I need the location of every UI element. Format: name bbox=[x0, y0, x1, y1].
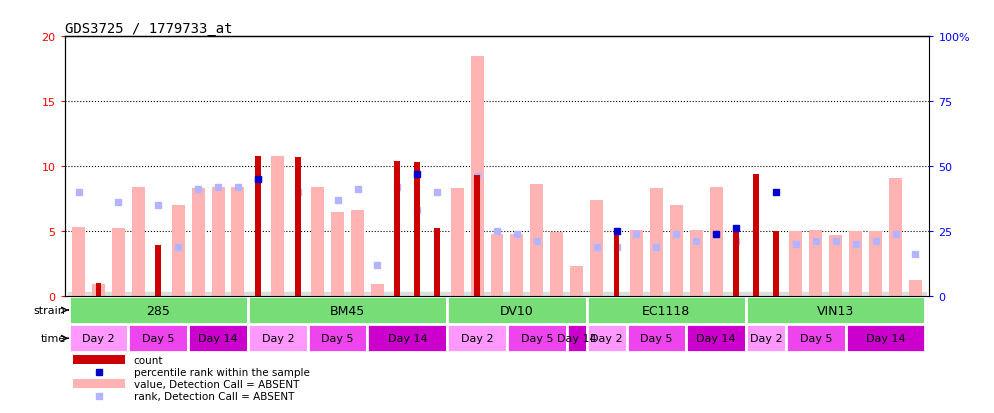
Bar bbox=[590, 200, 603, 296]
Bar bbox=[889, 178, 902, 296]
Bar bbox=[69, 324, 128, 353]
Text: Day 2: Day 2 bbox=[83, 333, 114, 344]
Bar bbox=[670, 206, 683, 296]
Bar bbox=[567, 324, 586, 353]
Bar bbox=[255, 157, 260, 296]
Bar bbox=[626, 324, 686, 353]
Bar bbox=[909, 281, 921, 296]
Bar bbox=[172, 206, 185, 296]
Bar bbox=[112, 229, 125, 296]
Text: Day 2: Day 2 bbox=[261, 333, 294, 344]
Bar bbox=[507, 324, 567, 353]
Text: Day 2: Day 2 bbox=[590, 333, 623, 344]
Text: Day 14: Day 14 bbox=[388, 333, 427, 344]
Bar bbox=[248, 296, 447, 324]
Bar bbox=[571, 266, 583, 296]
Bar bbox=[132, 188, 145, 296]
Bar bbox=[753, 174, 759, 296]
Bar bbox=[232, 188, 245, 296]
Bar bbox=[155, 246, 161, 296]
Text: strain: strain bbox=[34, 305, 66, 315]
Bar bbox=[829, 235, 842, 296]
Text: EC1118: EC1118 bbox=[642, 304, 691, 317]
Bar bbox=[786, 324, 846, 353]
Text: Day 14: Day 14 bbox=[866, 333, 906, 344]
Bar bbox=[474, 176, 480, 296]
Bar bbox=[95, 283, 101, 296]
Bar bbox=[434, 229, 440, 296]
Text: value, Detection Call = ABSENT: value, Detection Call = ABSENT bbox=[134, 379, 299, 389]
Bar bbox=[490, 234, 504, 296]
Bar bbox=[371, 285, 384, 296]
Bar bbox=[630, 230, 643, 296]
Bar bbox=[368, 324, 447, 353]
Bar bbox=[734, 230, 739, 296]
Text: 285: 285 bbox=[146, 304, 170, 317]
Text: Day 5: Day 5 bbox=[640, 333, 673, 344]
Text: count: count bbox=[134, 355, 163, 365]
Bar bbox=[308, 324, 368, 353]
Text: BM45: BM45 bbox=[330, 304, 365, 317]
Bar bbox=[351, 211, 364, 296]
Bar bbox=[586, 324, 626, 353]
Text: Day 14: Day 14 bbox=[198, 333, 238, 344]
Bar bbox=[690, 230, 703, 296]
Text: Day 5: Day 5 bbox=[321, 333, 354, 344]
Text: percentile rank within the sample: percentile rank within the sample bbox=[134, 367, 310, 377]
Bar bbox=[710, 188, 723, 296]
Bar bbox=[192, 189, 205, 296]
Bar bbox=[551, 233, 564, 296]
Bar bbox=[869, 231, 882, 296]
Bar bbox=[447, 296, 586, 324]
Bar bbox=[846, 324, 925, 353]
Bar bbox=[450, 189, 463, 296]
Text: GDS3725 / 1779733_at: GDS3725 / 1779733_at bbox=[65, 22, 233, 36]
Bar bbox=[212, 188, 225, 296]
Bar bbox=[128, 324, 188, 353]
Bar bbox=[470, 57, 483, 296]
Bar bbox=[414, 163, 420, 296]
Bar bbox=[531, 185, 544, 296]
Bar bbox=[331, 212, 344, 296]
Text: Day 14: Day 14 bbox=[697, 333, 736, 344]
Text: Day 2: Day 2 bbox=[749, 333, 782, 344]
Bar bbox=[74, 355, 125, 364]
Bar bbox=[511, 234, 524, 296]
Bar bbox=[773, 231, 779, 296]
Bar bbox=[69, 296, 248, 324]
Bar bbox=[248, 324, 308, 353]
Text: Day 5: Day 5 bbox=[799, 333, 832, 344]
Bar bbox=[789, 231, 802, 296]
Bar bbox=[613, 231, 619, 296]
Text: time: time bbox=[41, 333, 66, 344]
Bar bbox=[73, 228, 85, 296]
Bar bbox=[746, 324, 786, 353]
Bar bbox=[650, 189, 663, 296]
Bar bbox=[809, 230, 822, 296]
Bar bbox=[92, 285, 105, 296]
Text: Day 2: Day 2 bbox=[461, 333, 493, 344]
Bar bbox=[74, 380, 125, 388]
Bar bbox=[395, 161, 401, 296]
Bar bbox=[746, 296, 925, 324]
Bar bbox=[686, 324, 746, 353]
Bar bbox=[188, 324, 248, 353]
Text: DV10: DV10 bbox=[500, 304, 534, 317]
Text: Day 5: Day 5 bbox=[142, 333, 175, 344]
Text: VIN13: VIN13 bbox=[817, 304, 855, 317]
Bar bbox=[586, 296, 746, 324]
Bar bbox=[311, 188, 324, 296]
Text: Day 5: Day 5 bbox=[521, 333, 553, 344]
Text: rank, Detection Call = ABSENT: rank, Detection Call = ABSENT bbox=[134, 391, 294, 401]
Bar bbox=[849, 231, 862, 296]
Bar bbox=[271, 157, 284, 296]
Text: Day 14: Day 14 bbox=[557, 333, 596, 344]
Bar bbox=[295, 158, 300, 296]
Bar bbox=[447, 324, 507, 353]
